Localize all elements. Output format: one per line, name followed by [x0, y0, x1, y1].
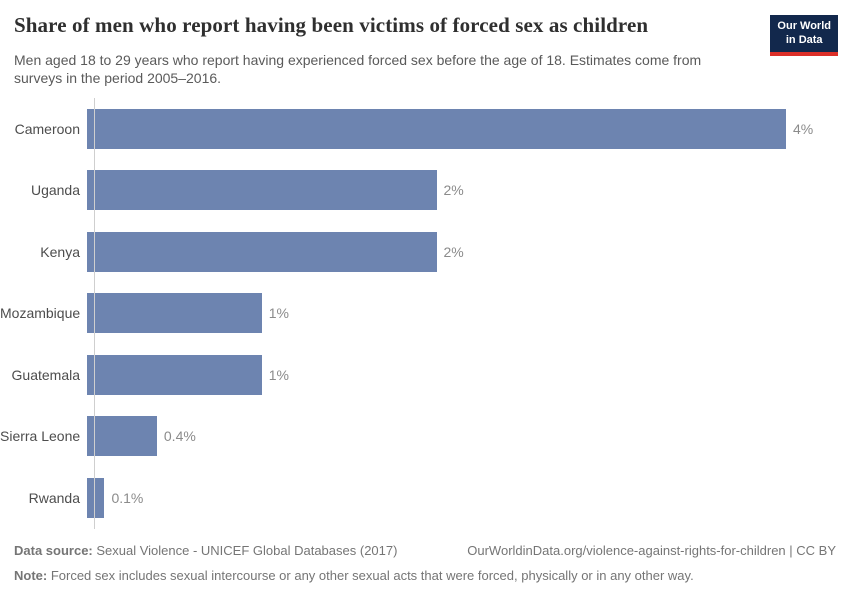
bar[interactable]	[87, 354, 262, 395]
category-label: Guatemala	[11, 366, 80, 383]
bar-row: Mozambique 1%	[0, 283, 850, 345]
bar[interactable]	[87, 293, 262, 334]
bar[interactable]	[87, 477, 105, 518]
bar-row: Sierra Leone 0.4%	[0, 406, 850, 468]
category-label: Cameroon	[14, 120, 80, 137]
value-label: 0.4%	[163, 428, 196, 445]
bar[interactable]	[87, 170, 437, 211]
bar-chart: Cameroon 4% Uganda 2% Kenya 2% Mozambique 1% Gua…	[0, 98, 850, 529]
value-label: 1%	[268, 305, 289, 322]
value-label: 0.1%	[111, 489, 144, 506]
bar-row: Kenya 2%	[0, 221, 850, 283]
chart-subtitle: Men aged 18 to 29 years who report havin…	[14, 52, 702, 87]
owid-url-link[interactable]: OurWorldinData.org/violence-against-righ…	[467, 543, 836, 558]
owid-logo[interactable]: Our World in Data	[770, 15, 838, 56]
bar-row: Guatemala 1%	[0, 344, 850, 406]
category-label: Sierra Leone	[0, 428, 81, 445]
bar-row: Rwanda 0.1%	[0, 467, 850, 529]
owid-logo-line2: in Data	[785, 33, 823, 46]
category-label: Uganda	[30, 182, 80, 199]
data-source: Data source: Sexual Violence - UNICEF Gl…	[14, 543, 397, 558]
category-label: Kenya	[40, 243, 80, 260]
data-source-text: Sexual Violence - UNICEF Global Database…	[92, 543, 398, 558]
owid-logo-line1: Our World	[777, 20, 831, 32]
data-source-label: Data source:	[14, 543, 93, 558]
value-label: 1%	[268, 366, 289, 383]
chart-note: Note: Forced sex includes sexual interco…	[14, 568, 836, 583]
page-title: Share of men who report having been vict…	[14, 13, 649, 37]
value-label: 4%	[793, 120, 814, 137]
category-label: Rwanda	[28, 489, 80, 506]
value-label: 2%	[443, 182, 464, 199]
category-label: Mozambique	[0, 305, 81, 322]
note-label: Note:	[14, 568, 48, 583]
chart-footer: Data source: Sexual Violence - UNICEF Gl…	[14, 543, 836, 558]
chart-rows: Cameroon 4% Uganda 2% Kenya 2% Mozambique 1% Gua…	[0, 98, 850, 529]
bar[interactable]	[87, 416, 157, 457]
note-text: Forced sex includes sexual intercourse o…	[47, 568, 694, 583]
y-axis-line	[94, 98, 95, 529]
bar[interactable]	[87, 231, 437, 272]
bar-row: Cameroon 4%	[0, 98, 850, 160]
value-label: 2%	[443, 243, 464, 260]
bar-row: Uganda 2%	[0, 160, 850, 222]
bar[interactable]	[87, 108, 786, 149]
